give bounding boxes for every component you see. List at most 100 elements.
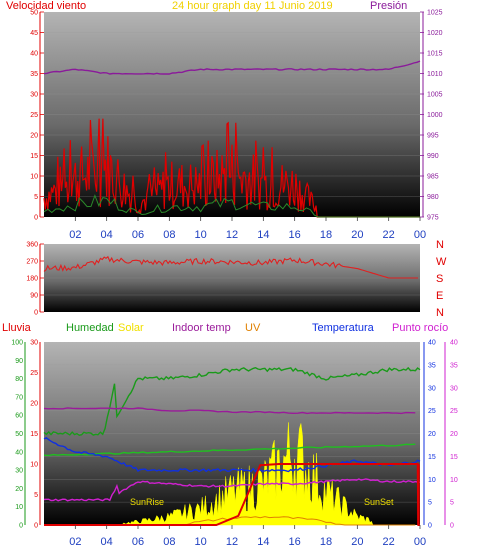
dewpoint-tick-label: 25 (450, 408, 458, 415)
dewpoint-tick-label: 10 (450, 477, 458, 484)
direction-tick-label: 360 (26, 242, 38, 249)
wind-tick-label: 40 (30, 51, 38, 58)
humidity-tick-label: 60 (15, 413, 23, 420)
x-tick-label: 18 (320, 229, 332, 241)
bottom-series (43, 366, 421, 526)
pressure-tick-label: 990 (427, 153, 439, 160)
temperature-tick-label: 30 (428, 385, 436, 392)
direction-series (43, 255, 419, 279)
x-tick-label: 06 (132, 536, 144, 548)
compass-letter: N (436, 239, 444, 251)
temperature-label: Temperatura (312, 322, 375, 334)
compass-letter: W (436, 256, 447, 268)
pressure-tick-label: 1000 (427, 112, 443, 119)
chart-title: 24 hour graph day 11 Junio 2019 (172, 0, 333, 12)
rain-tick-label: 25 (30, 370, 38, 377)
dewpoint-tick-label: 20 (450, 431, 458, 438)
humidity-tick-label: 100 (11, 340, 23, 347)
pressure-tick-label: 1025 (427, 10, 443, 17)
wind-tick-label: 5 (34, 194, 38, 201)
wind-speed-label: Velocidad viento (6, 0, 86, 12)
wind-tick-label: 30 (30, 92, 38, 99)
wind-tick-label: 50 (30, 10, 38, 17)
temperature-tick-label: 25 (428, 408, 436, 415)
pressure-tick-label: 1010 (427, 71, 443, 78)
x-tick-label: 20 (351, 536, 363, 548)
wind-tick-label: 35 (30, 71, 38, 78)
x-tick-label: 12 (226, 229, 238, 241)
humidity-line (43, 366, 421, 437)
pressure-line (43, 60, 421, 75)
dewpoint-tick-label: 40 (450, 340, 458, 347)
wind-tick-label: 25 (30, 112, 38, 119)
solar-label: Solar (118, 322, 144, 334)
temperature-tick-label: 10 (428, 477, 436, 484)
humidity-tick-label: 90 (15, 358, 23, 365)
wind-tick-label: 10 (30, 174, 38, 181)
temperature-tick-label: 0 (428, 523, 432, 530)
x-tick-label: 00 (414, 536, 426, 548)
humidity-tick-label: 30 (15, 468, 23, 475)
x-tick-label: 10 (195, 229, 207, 241)
humidity-tick-label: 70 (15, 394, 23, 401)
dewpoint-tick-label: 30 (450, 385, 458, 392)
humidity-tick-label: 10 (15, 504, 23, 511)
x-tick-label: 02 (69, 229, 81, 241)
pressure-tick-label: 975 (427, 215, 439, 222)
wind-tick-label: 0 (34, 215, 38, 222)
humidity-tick-label: 40 (15, 449, 23, 456)
indoor-temp-label: Indoor temp (172, 322, 231, 334)
dewpoint-tick-label: 0 (450, 523, 454, 530)
rain-tick-label: 20 (30, 401, 38, 408)
humidity-tick-label: 50 (15, 431, 23, 438)
compass-letter: N (436, 307, 444, 319)
temperature-tick-label: 35 (428, 362, 436, 369)
pressure-tick-label: 985 (427, 174, 439, 181)
temperature-tick-label: 5 (428, 500, 432, 507)
x-tick-label: 04 (101, 536, 113, 548)
x-tick-label: 14 (257, 536, 269, 548)
pressure-tick-label: 995 (427, 133, 439, 140)
x-tick-label: 02 (69, 536, 81, 548)
direction-grid (44, 260, 420, 296)
x-tick-label: 00 (414, 229, 426, 241)
pressure-tick-label: 980 (427, 194, 439, 201)
compass-letter: S (436, 273, 443, 285)
wind-tick-label: 20 (30, 133, 38, 140)
x-tick-label: 10 (195, 536, 207, 548)
pressure-tick-label: 1020 (427, 30, 443, 37)
compass-letter: E (436, 290, 443, 302)
x-tick-label: 22 (383, 536, 395, 548)
bottom-axes: 0102030405060708090100051015202530051015… (11, 340, 458, 530)
direction-axis: 0 90 180 270 360 (26, 242, 44, 317)
x-axis-bottom: 02 04 06 08 10 12 14 16 18 20 22 00 (69, 525, 426, 548)
direction-tick-label: 270 (26, 259, 38, 266)
direction-tick-label: 180 (26, 276, 38, 283)
x-tick-label: 08 (163, 536, 175, 548)
x-tick-label: 04 (101, 229, 113, 241)
humidity-label: Humedad (66, 322, 114, 334)
temperature-line (43, 436, 421, 473)
dewpoint-tick-label: 15 (450, 454, 458, 461)
pressure-tick-label: 1005 (427, 92, 443, 99)
rain-tick-label: 30 (30, 340, 38, 347)
x-tick-label: 22 (383, 229, 395, 241)
x-tick-label: 12 (226, 536, 238, 548)
x-tick-label: 16 (289, 229, 301, 241)
direction-tick-label: 0 (34, 310, 38, 317)
x-tick-label: 20 (351, 229, 363, 241)
humidity-tick-label: 80 (15, 376, 23, 383)
x-axis-top: 02 04 06 08 10 12 14 16 18 20 22 00 (69, 217, 426, 241)
dewpoint-tick-label: 35 (450, 362, 458, 369)
sunset-label: SunSet (364, 497, 394, 507)
wind-direction-line (43, 255, 419, 279)
rain-tick-label: 15 (30, 431, 38, 438)
humidity-tick-label: 20 (15, 486, 23, 493)
dewpoint-line (43, 478, 421, 502)
temperature-tick-label: 15 (428, 454, 436, 461)
sunrise-label: SunRise (130, 497, 164, 507)
dewpoint-label: Punto rocío (392, 322, 448, 334)
pressure-tick-label: 1015 (427, 51, 443, 58)
pressure-axis: 975 980 985 990 995 1000 1005 1010 1015 1020 1025 (420, 10, 443, 222)
